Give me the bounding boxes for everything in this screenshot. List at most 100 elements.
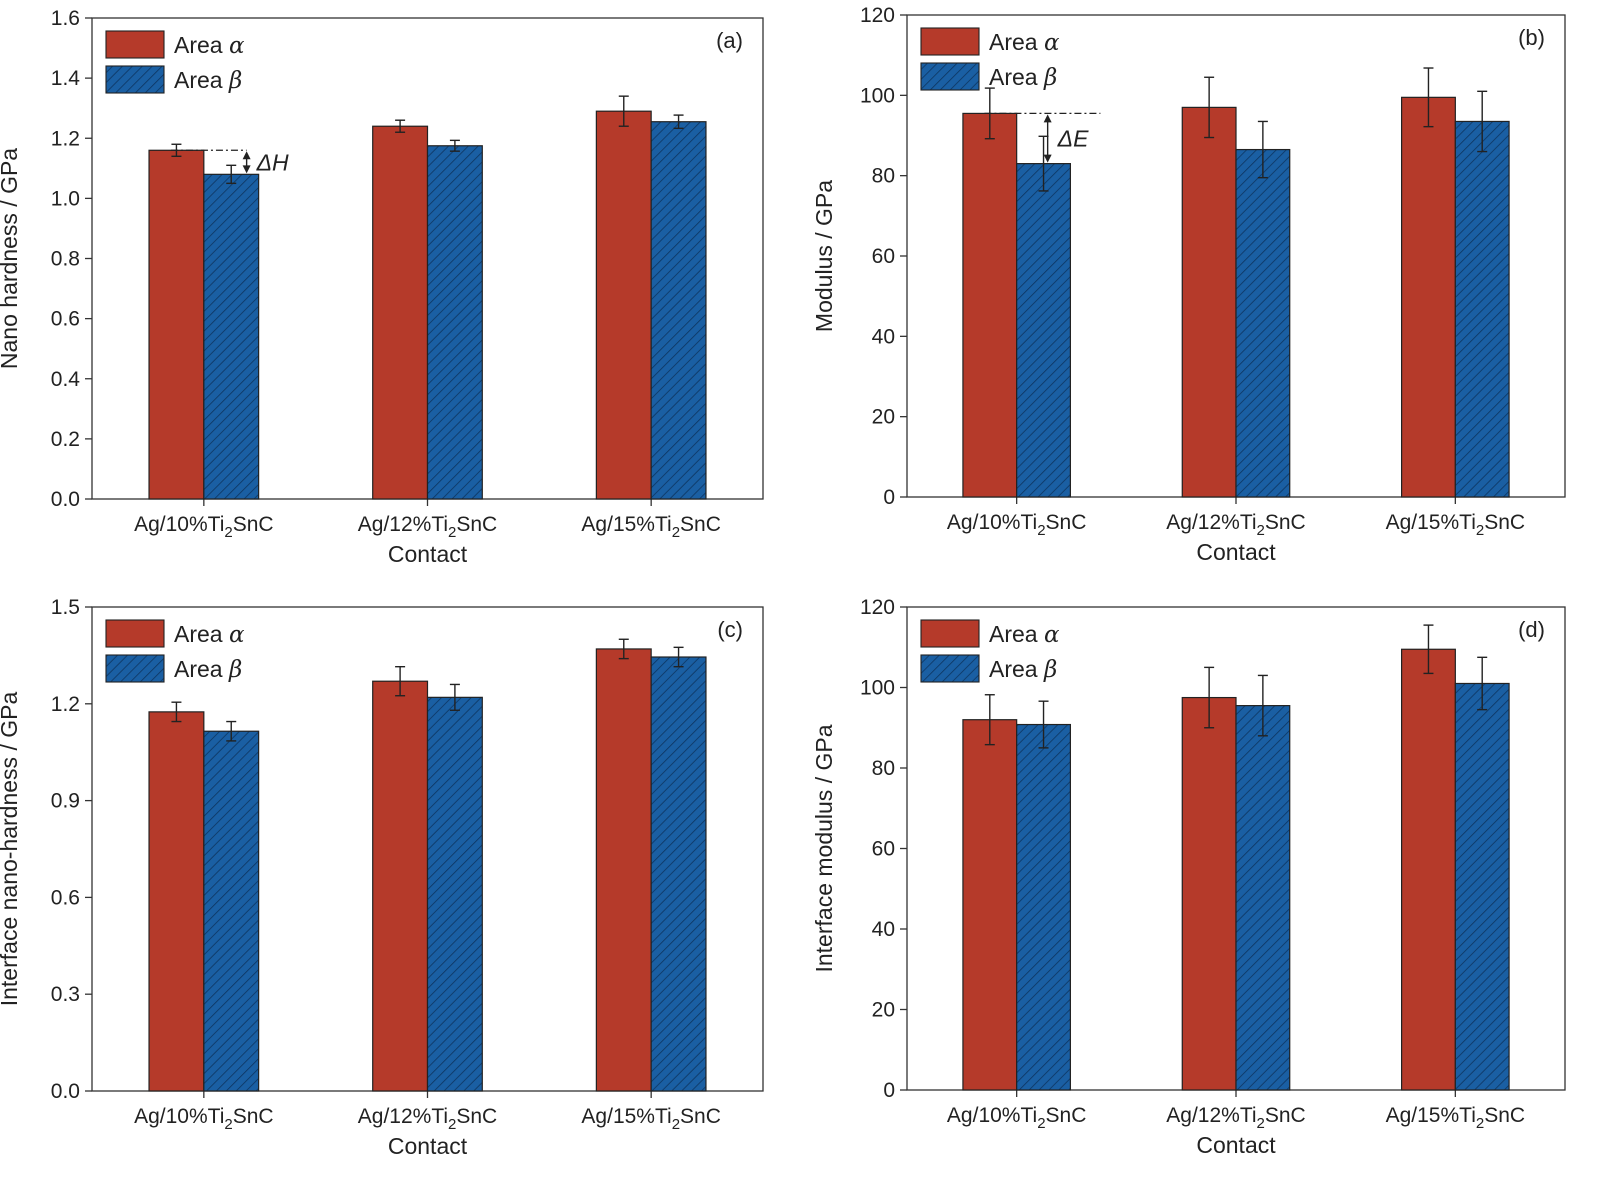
y-axis-title: Nano hardness / GPa	[0, 148, 22, 369]
bar-area-alpha	[1400, 96, 1456, 498]
y-tick-label: 1.2	[51, 127, 80, 150]
bar-area-alpha	[595, 648, 652, 1092]
y-tick-label: 60	[872, 245, 895, 268]
y-tick-label: 0.2	[51, 428, 80, 451]
arrow-head-up	[242, 151, 251, 160]
panel-b-chart: 0 20 40 60 80 100 120 Ag/10%Ti2SnC Ag/12%Ti2SnC A…	[811, 4, 1566, 565]
category-label: Ag/10%Ti2SnC	[134, 1105, 273, 1133]
legend-swatch-beta	[920, 654, 980, 683]
y-tick-label: 1.0	[51, 187, 80, 210]
category-label: Ag/12%Ti2SnC	[358, 513, 497, 541]
panel-d-chart: 0 20 40 60 80 100 120 Ag/10%Ti2SnC Ag/12%Ti2SnC A…	[811, 596, 1566, 1158]
legend: Area α Area β	[105, 30, 245, 94]
legend-swatch-beta	[105, 654, 165, 683]
bar-area-beta	[650, 656, 707, 1092]
legend-label-beta: Area β	[989, 656, 1057, 683]
panel-a-chart: 0.0 0.2 0.4 0.6 0.8 1.0 1.2 1.4 1.6 Ag/10%Ti2SnC A…	[0, 7, 764, 567]
y-tick-label: 120	[860, 596, 895, 619]
panel-tag: (a)	[716, 28, 743, 53]
panel-tag: (c)	[717, 617, 743, 642]
category-label: Ag/12%Ti2SnC	[1166, 1104, 1305, 1132]
legend-label-beta: Area β	[174, 656, 242, 683]
x-axis-title: Contact	[1196, 539, 1276, 565]
y-tick-label: 0.9	[51, 790, 80, 813]
category-label: Ag/12%Ti2SnC	[1166, 511, 1305, 539]
y-tick-label: 0	[883, 486, 895, 509]
category-label: Ag/15%Ti2SnC	[581, 1105, 720, 1133]
difference-annotation: ΔE	[984, 112, 1101, 163]
bar-area-alpha	[1181, 696, 1237, 1091]
y-tick-label: 80	[872, 165, 895, 188]
y-tick-label: 40	[872, 918, 895, 941]
legend: Area α Area β	[920, 619, 1060, 683]
legend-label-alpha: Area α	[174, 621, 245, 648]
arrow-head-down	[1043, 154, 1052, 163]
difference-annotation: ΔH	[170, 149, 289, 175]
y-tick-label: 20	[872, 406, 895, 429]
y-tick-label: 120	[860, 4, 895, 27]
bar-area-beta	[1454, 120, 1510, 498]
bar-area-alpha	[962, 719, 1018, 1091]
legend-swatch-alpha	[920, 619, 980, 648]
legend-swatch-beta	[105, 65, 165, 94]
bar-area-alpha	[595, 110, 652, 500]
y-tick-label: 0.0	[51, 488, 80, 511]
bar-area-beta	[1016, 163, 1072, 498]
legend-label-alpha: Area α	[989, 621, 1060, 648]
y-tick-label: 40	[872, 325, 895, 348]
arrow-head-up	[1043, 114, 1052, 123]
x-axis-title: Contact	[388, 541, 468, 567]
bar-area-beta	[426, 696, 483, 1092]
bar-area-alpha	[1400, 648, 1456, 1091]
y-tick-label: 100	[860, 84, 895, 107]
bar-area-beta	[1016, 723, 1072, 1091]
y-tick-label: 1.6	[51, 7, 80, 30]
bar-area-alpha	[1181, 106, 1237, 498]
bar-area-beta	[203, 173, 260, 500]
y-tick-label: 80	[872, 757, 895, 780]
bar-area-alpha	[962, 112, 1018, 498]
category-label: Ag/10%Ti2SnC	[947, 511, 1086, 539]
y-tick-label: 1.5	[51, 596, 80, 619]
legend: Area α Area β	[105, 619, 245, 683]
bar-area-alpha	[148, 149, 205, 500]
x-axis-title: Contact	[1196, 1132, 1276, 1158]
y-axis-title: Modulus / GPa	[811, 180, 837, 332]
legend-label-alpha: Area α	[989, 29, 1060, 56]
legend-swatch-alpha	[105, 619, 165, 648]
panel-tag: (b)	[1518, 25, 1545, 50]
y-tick-label: 1.4	[51, 67, 81, 90]
annotation-label: ΔH	[256, 149, 289, 175]
category-label: Ag/15%Ti2SnC	[581, 513, 720, 541]
legend-label-beta: Area β	[989, 64, 1057, 91]
bar-area-alpha	[148, 711, 205, 1092]
legend: Area α Area β	[920, 27, 1060, 91]
bar-area-alpha	[372, 125, 429, 500]
y-tick-label: 0.8	[51, 248, 80, 271]
legend-swatch-alpha	[105, 30, 165, 59]
legend-label-beta: Area β	[174, 67, 242, 94]
bar-area-beta	[1454, 682, 1510, 1091]
y-tick-label: 100	[860, 677, 895, 700]
legend-swatch-beta	[920, 62, 980, 91]
legend-label-alpha: Area α	[174, 32, 245, 59]
panel-c-chart: 0.0 0.3 0.6 0.9 1.2 1.5 Ag/10%Ti2SnC Ag/12%Ti2S…	[0, 596, 764, 1159]
panel-tag: (d)	[1518, 617, 1545, 642]
y-tick-label: 0.6	[51, 308, 80, 331]
y-tick-label: 0.0	[51, 1080, 80, 1103]
category-label: Ag/10%Ti2SnC	[134, 513, 273, 541]
y-tick-label: 20	[872, 999, 895, 1022]
category-label: Ag/12%Ti2SnC	[358, 1105, 497, 1133]
bar-area-beta	[426, 145, 483, 500]
annotation-label: ΔE	[1057, 126, 1089, 152]
y-tick-label: 1.2	[51, 693, 80, 716]
y-axis-title: Interface modulus / GPa	[811, 724, 837, 972]
bar-area-beta	[1235, 705, 1291, 1091]
bar-area-alpha	[372, 680, 429, 1092]
y-tick-label: 0.4	[51, 368, 81, 391]
arrow-head-down	[242, 165, 251, 174]
y-tick-label: 60	[872, 838, 895, 861]
bar-area-beta	[650, 121, 707, 500]
y-tick-label: 0	[883, 1079, 895, 1102]
